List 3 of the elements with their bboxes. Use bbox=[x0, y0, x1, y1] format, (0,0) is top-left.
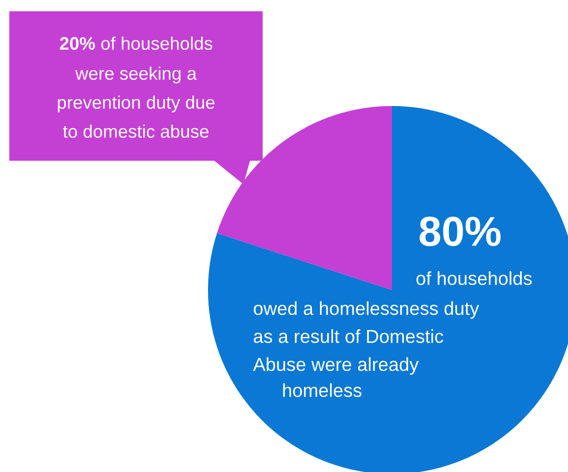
data-label: 80% bbox=[420, 216, 501, 246]
text: of households owed a homelessness duty as a result of Domestic Abuse were already homeless bbox=[253, 271, 532, 398]
text: 20% of households were seeking a prevention duty due to domestic abuse bbox=[58, 36, 215, 138]
